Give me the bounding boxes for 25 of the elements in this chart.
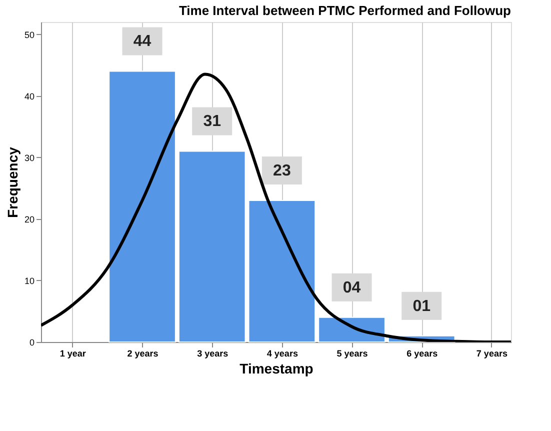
data-label: 04 xyxy=(342,279,361,296)
y-tick-label: 20 xyxy=(24,214,34,224)
x-tick-label: 2 years xyxy=(127,348,158,358)
chart-title: Time Interval between PTMC Performed and Followup xyxy=(178,3,512,18)
x-tick-label: 7 years xyxy=(476,348,508,358)
y-tick-label: 0 xyxy=(29,338,34,348)
x-tick-label: 6 years xyxy=(406,348,438,358)
data-label: 01 xyxy=(412,298,431,315)
bar xyxy=(318,316,386,342)
x-tick-label: 1 year xyxy=(60,348,86,358)
bar xyxy=(108,70,176,342)
x-tick-label: 5 years xyxy=(336,348,368,358)
y-tick-label: 30 xyxy=(24,152,34,163)
data-label: 44 xyxy=(133,33,152,50)
data-label: 31 xyxy=(203,113,222,130)
x-tick-label: 4 years xyxy=(266,348,298,358)
x-tick-label: 3 years xyxy=(197,348,228,358)
y-tick-label: 10 xyxy=(24,276,34,286)
y-tick-label: 50 xyxy=(24,30,34,40)
x-axis-title: Timestamp xyxy=(240,360,314,376)
y-axis-title: Frequency xyxy=(4,146,20,218)
y-tick-label: 40 xyxy=(24,91,34,102)
data-label: 23 xyxy=(273,162,291,180)
bar xyxy=(248,200,316,342)
bar xyxy=(178,150,246,342)
